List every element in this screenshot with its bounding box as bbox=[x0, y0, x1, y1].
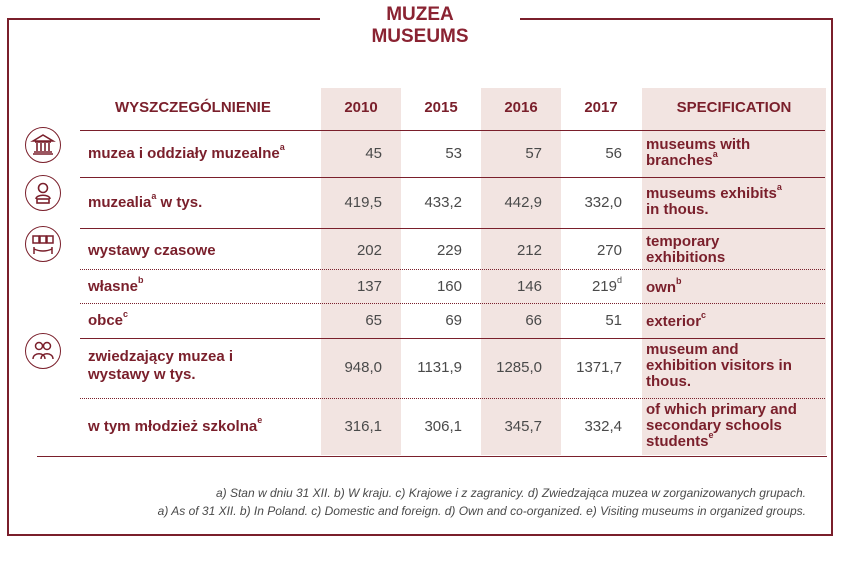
row-rule bbox=[80, 228, 825, 229]
museum-building-icon bbox=[25, 127, 61, 163]
exhibition-frames-icon bbox=[25, 226, 61, 262]
row-label-en: museums exhibitsa in thous. bbox=[646, 182, 782, 218]
value-cell: 219d bbox=[591, 275, 622, 296]
value-cell: 229 bbox=[436, 242, 462, 259]
value-cell: 146 bbox=[516, 278, 542, 295]
shade-col-spec bbox=[642, 88, 826, 455]
value-cell: 160 bbox=[436, 278, 462, 295]
title-pl: MUZEA bbox=[386, 4, 454, 25]
row-label: obcec bbox=[88, 309, 129, 330]
page-title: MUZEA MUSEUMS bbox=[320, 4, 520, 48]
row-label: zwiedzający muzea i wystawy w tys. bbox=[88, 348, 234, 383]
shade-col-2016 bbox=[481, 88, 561, 455]
footnote-pl: a) Stan w dniu 31 XII. b) W kraju. c) Kr… bbox=[215, 486, 806, 500]
value-cell: 212 bbox=[516, 242, 542, 259]
table-bottom-rule bbox=[37, 456, 827, 457]
value-cell: 56 bbox=[605, 145, 622, 162]
value-cell: 66 bbox=[525, 312, 542, 329]
value-cell: 419,5 bbox=[344, 194, 382, 211]
row-label-en: exteriorc bbox=[646, 310, 707, 330]
row-label-en: museum and exhibition visitors in thous. bbox=[646, 341, 792, 390]
value-cell: 332,4 bbox=[584, 418, 622, 435]
row-label: wystawy czasowe bbox=[88, 242, 216, 259]
row-label-en: of which primary and secondary schools s… bbox=[646, 401, 797, 450]
row-label-en: ownb bbox=[646, 276, 682, 296]
header-specification: SPECIFICATION bbox=[676, 99, 792, 116]
value-cell: 332,0 bbox=[584, 194, 622, 211]
row-rule-dotted bbox=[80, 398, 825, 399]
value-cell: 1131,9 bbox=[417, 359, 462, 376]
title-en: MUSEUMS bbox=[371, 26, 469, 47]
header-year-2015: 2015 bbox=[424, 99, 458, 116]
value-cell: 202 bbox=[356, 242, 382, 259]
header-year-2016: 2016 bbox=[504, 99, 538, 116]
row-rule bbox=[80, 338, 825, 339]
value-cell: 270 bbox=[596, 242, 622, 259]
value-cell: 306,1 bbox=[424, 418, 462, 435]
value-cell: 51 bbox=[605, 312, 622, 329]
row-label-en: museums with branchesa bbox=[646, 136, 751, 169]
value-cell: 65 bbox=[365, 312, 382, 329]
value-cell: 69 bbox=[445, 312, 462, 329]
shade-col-2010 bbox=[321, 88, 401, 455]
row-label: muzealiaa w tys. bbox=[88, 191, 203, 212]
value-cell: 53 bbox=[445, 145, 462, 162]
value-cell: 57 bbox=[525, 145, 542, 162]
header-year-2010: 2010 bbox=[344, 99, 378, 116]
value-cell: 316,1 bbox=[344, 418, 382, 435]
value-cell: 45 bbox=[365, 145, 382, 162]
value-cell: 948,0 bbox=[344, 359, 382, 376]
row-rule bbox=[80, 130, 825, 131]
value-cell: 1285,0 bbox=[496, 359, 542, 376]
row-label-en: temporary exhibitions bbox=[646, 233, 726, 266]
value-cell: 345,7 bbox=[504, 418, 542, 435]
header-wyszczegolnienie: WYSZCZEGÓLNIENIE bbox=[115, 99, 271, 116]
row-rule-dotted bbox=[80, 303, 825, 304]
value-cell: 137 bbox=[356, 278, 382, 295]
row-label: muzea i oddziały muzealnea bbox=[88, 142, 285, 163]
row-rule-dotted bbox=[80, 269, 825, 270]
header-year-2017: 2017 bbox=[584, 99, 618, 116]
footnote-en: a) As of 31 XII. b) In Poland. c) Domest… bbox=[157, 504, 806, 518]
value-cell: 1371,7 bbox=[576, 359, 622, 376]
row-rule bbox=[80, 177, 825, 178]
value-cell: 442,9 bbox=[504, 194, 542, 211]
value-cell: 433,2 bbox=[424, 194, 462, 211]
bust-exhibit-icon bbox=[25, 175, 61, 211]
row-label: w tym młodzież szkolnae bbox=[88, 415, 263, 436]
visitors-icon bbox=[25, 333, 61, 369]
row-label: własneb bbox=[88, 275, 144, 296]
